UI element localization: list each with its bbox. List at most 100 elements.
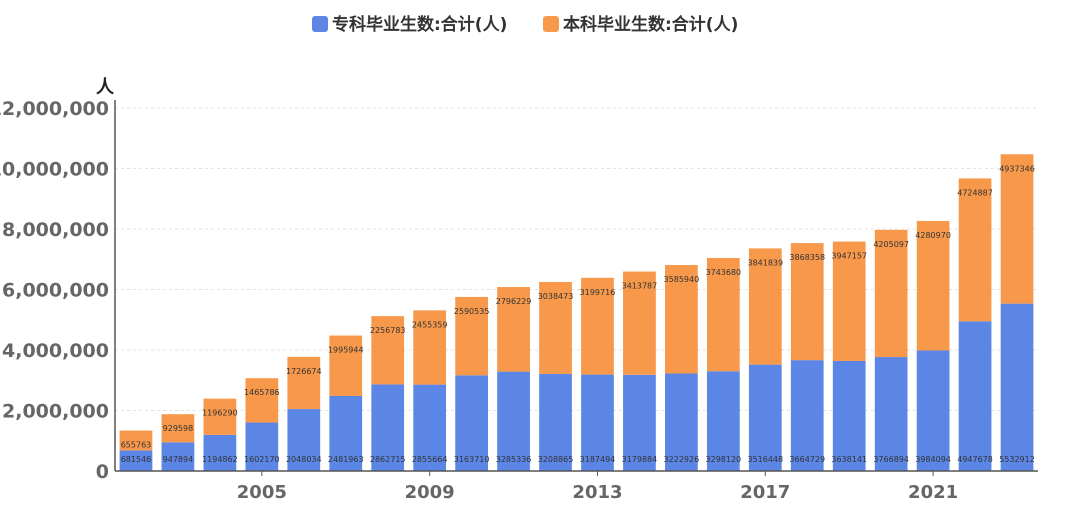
data-label: 2796229 [496,297,532,306]
y-tick-label: 4,000,000 [2,340,109,362]
data-label: 1726674 [286,367,322,376]
bar-segment-zhuanke[interactable] [119,450,153,471]
bar-segment-zhuanke[interactable] [455,375,488,471]
bar-segment-benke[interactable] [748,248,782,365]
bar-segment-zhuanke[interactable] [371,384,405,471]
data-label: 947894 [163,455,194,464]
data-label: 3285336 [496,455,532,464]
data-label: 5532912 [999,455,1035,464]
bar-segment-benke[interactable] [874,229,908,358]
data-label: 2481963 [328,455,364,464]
bar-segment-benke[interactable] [203,398,237,435]
bar-segment-zhuanke[interactable] [1000,303,1034,471]
bar-segment-zhuanke[interactable] [832,360,866,471]
data-label: 3766894 [873,455,909,464]
bar-segment-benke[interactable] [161,414,195,443]
data-label: 3841839 [747,258,783,267]
bar-segment-zhuanke[interactable] [161,442,195,471]
y-tick-label: 0 [96,461,109,483]
data-label: 3638141 [831,455,867,464]
data-label: 3585940 [664,275,700,284]
bar-segment-benke[interactable] [832,241,866,361]
data-label: 3179884 [622,455,658,464]
bar-segment-benke[interactable] [706,257,740,372]
legend-item-benke[interactable]: 本科毕业生数:合计(人) [543,14,738,35]
bar-segment-benke[interactable] [119,430,153,451]
data-label: 2862715 [370,455,406,464]
bar-segment-zhuanke[interactable] [203,434,237,471]
data-label: 2256783 [370,326,406,335]
bar-segment-benke[interactable] [790,243,824,361]
bar-segment-benke[interactable] [916,220,950,351]
data-label: 3664729 [789,455,825,464]
bar-segment-benke[interactable] [455,296,488,376]
bar-segment-zhuanke[interactable] [623,374,656,471]
y-tick-label: 10,000,000 [0,159,109,181]
data-label: 4947678 [957,455,993,464]
bar-segment-benke[interactable] [329,335,363,396]
y-tick-label: 2,000,000 [2,401,109,423]
bar-segment-zhuanke[interactable] [748,364,782,471]
bar-segment-benke[interactable] [665,265,698,374]
data-label: 3743680 [706,268,742,277]
bar-segment-benke[interactable] [581,277,614,375]
bar-segment-zhuanke[interactable] [958,321,992,471]
legend: 专科毕业生数:合计(人) 本科毕业生数:合计(人) [312,14,738,35]
data-label: 4724887 [957,188,993,197]
data-label: 3947157 [831,252,867,261]
bar-segment-zhuanke[interactable] [916,350,950,471]
bar-segment-zhuanke[interactable] [245,422,279,471]
data-label: 3413787 [622,282,658,291]
bar-segment-benke[interactable] [539,282,572,374]
data-label: 3163710 [454,455,490,464]
bar-segment-zhuanke[interactable] [287,409,321,471]
bar-segment-zhuanke[interactable] [706,371,740,471]
data-labels: 681546 655763 947894 929598 1194862 1196290 16… [121,164,1035,464]
data-label: 2048034 [286,455,322,464]
data-label: 4280970 [915,231,951,240]
legend-label-benke: 本科毕业生数:合计(人) [563,14,738,35]
x-tick-label: 2009 [405,482,455,503]
bar-segment-benke[interactable] [371,316,405,385]
data-label: 3208865 [538,455,574,464]
data-label: 655763 [121,441,152,450]
data-label: 3222926 [664,455,700,464]
bar-segment-benke[interactable] [287,356,321,410]
bar-segment-zhuanke[interactable] [665,373,698,471]
bar-segment-benke[interactable] [413,310,447,385]
bar-segment-zhuanke[interactable] [413,384,447,471]
bars [119,154,1034,471]
data-label: 4205097 [873,240,909,249]
data-label: 3298120 [706,455,742,464]
bar-segment-benke[interactable] [1000,154,1034,304]
y-tick-label: 8,000,000 [2,219,109,241]
data-label: 3038473 [538,292,574,301]
data-label: 2455359 [412,320,448,329]
bar-segment-benke[interactable] [497,287,530,372]
data-label: 3516448 [747,455,783,464]
bar-segment-zhuanke[interactable] [874,357,908,471]
bar-segment-zhuanke[interactable] [329,395,363,471]
data-label: 3984094 [915,455,951,464]
bar-segment-benke[interactable] [245,378,279,423]
data-label: 4937346 [999,164,1035,173]
bar-segment-benke[interactable] [623,271,656,375]
data-label: 3199716 [580,288,616,297]
x-tick-label: 2005 [237,482,287,503]
bar-segment-zhuanke[interactable] [790,360,824,471]
y-axis-unit: 人 [96,77,115,98]
bar-segment-zhuanke[interactable] [539,373,572,471]
legend-item-zhuanke[interactable]: 专科毕业生数:合计(人) [312,14,507,35]
y-tick-label: 12,000,000 [0,98,109,120]
y-axis: 0 2,000,000 4,000,000 6,000,000 8,000,000 10,… [0,98,116,483]
x-tick-label: 2017 [740,482,790,503]
bar-segment-zhuanke[interactable] [581,374,614,471]
x-tick-label: 2021 [908,482,958,503]
legend-swatch-benke [543,16,559,32]
bar-segment-benke[interactable] [958,178,992,322]
y-tick-label: 6,000,000 [2,280,109,302]
data-label: 1196290 [202,409,238,418]
bar-segment-zhuanke[interactable] [497,371,530,471]
